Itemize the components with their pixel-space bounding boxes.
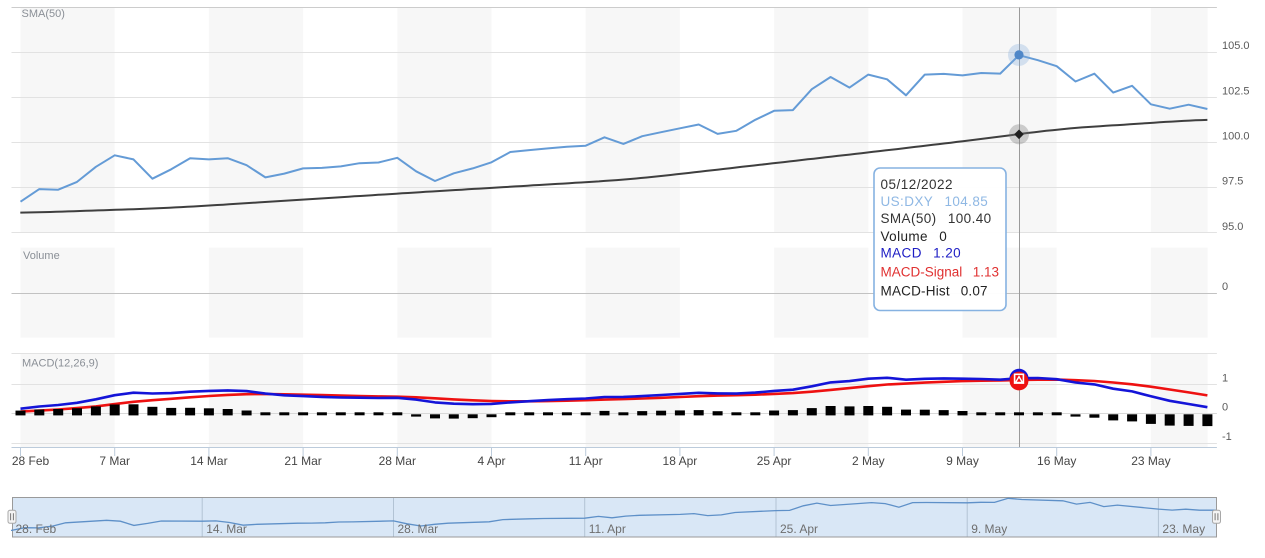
svg-text:SMA(50): SMA(50) [22,8,65,20]
svg-text:2 May: 2 May [852,454,885,468]
svg-text:MACD(12,26,9): MACD(12,26,9) [22,358,98,370]
svg-text:11. Apr: 11. Apr [589,522,626,536]
svg-text:4 Apr: 4 Apr [477,454,505,468]
svg-text:23. May: 23. May [1162,522,1205,536]
svg-text:105.0: 105.0 [1222,40,1250,52]
svg-text:28 Feb: 28 Feb [12,454,50,468]
svg-text:23 May: 23 May [1131,454,1170,468]
svg-text:95.0: 95.0 [1222,221,1243,233]
svg-text:16 May: 16 May [1037,454,1076,468]
svg-text:7 Mar: 7 Mar [99,454,130,468]
svg-text:14 Mar: 14 Mar [190,454,227,468]
svg-text:28. Mar: 28. Mar [398,522,439,536]
svg-text:MACD 1.20: MACD 1.20 [881,246,962,261]
svg-text:21 Mar: 21 Mar [284,454,321,468]
svg-text:MACD-Hist 0.07: MACD-Hist 0.07 [881,283,988,298]
svg-text:MACD-Signal 1.13: MACD-Signal 1.13 [881,265,1000,280]
svg-text:05/12/2022: 05/12/2022 [881,177,954,192]
svg-text:9. May: 9. May [971,522,1007,536]
svg-text:-1: -1 [1222,431,1232,443]
svg-text:0: 0 [1222,281,1228,293]
svg-text:Volume 0: Volume 0 [881,229,948,244]
svg-text:SMA(50) 100.40: SMA(50) 100.40 [881,211,992,226]
svg-text:100.0: 100.0 [1222,130,1250,142]
svg-text:25. Apr: 25. Apr [780,522,818,536]
svg-text:11 Apr: 11 Apr [569,454,603,468]
svg-text:28 Mar: 28 Mar [379,454,416,468]
svg-text:9 May: 9 May [946,454,979,468]
svg-text:18 Apr: 18 Apr [663,454,698,468]
svg-text:US:DXY 104.85: US:DXY 104.85 [881,194,989,209]
svg-text:14. Mar: 14. Mar [206,522,247,536]
svg-text:97.5: 97.5 [1222,176,1243,188]
svg-text:102.5: 102.5 [1222,85,1250,97]
svg-text:0: 0 [1222,402,1228,414]
svg-text:25 Apr: 25 Apr [757,454,792,468]
svg-text:28. Feb: 28. Feb [16,522,57,536]
svg-text:1: 1 [1222,372,1228,384]
svg-text:Volume: Volume [23,250,60,262]
